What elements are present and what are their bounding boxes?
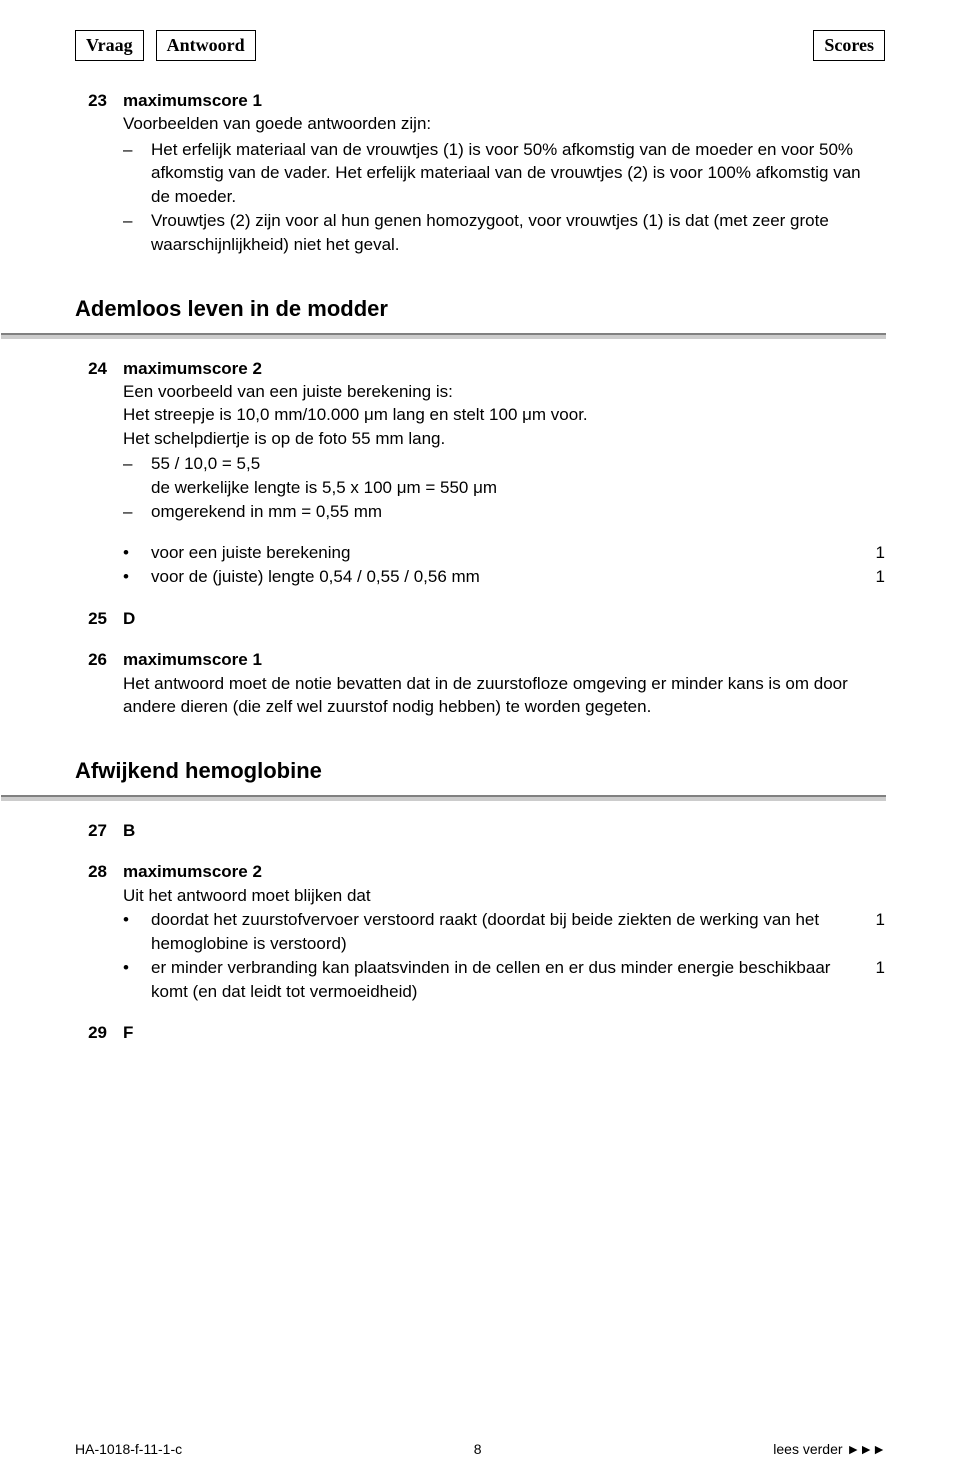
bullet-icon: • bbox=[123, 908, 151, 955]
page-content: 23 maximumscore 1 Voorbeelden van goede … bbox=[75, 89, 885, 1044]
question-body: maximumscore 1 Voorbeelden van goede ant… bbox=[123, 89, 885, 256]
max-score-label: maximumscore 2 bbox=[123, 860, 885, 883]
scoring-text: doordat het zuurstofvervoer verstoord ra… bbox=[151, 908, 865, 955]
header-scores: Scores bbox=[813, 30, 885, 61]
letter-answer: B bbox=[123, 819, 885, 842]
score-value: 1 bbox=[865, 565, 885, 588]
section-underline bbox=[1, 795, 886, 801]
question-24: 24 maximumscore 2 Een voorbeeld van een … bbox=[75, 357, 885, 589]
dash-icon: – bbox=[123, 138, 151, 208]
question-28: 28 maximumscore 2 Uit het antwoord moet … bbox=[75, 860, 885, 1003]
question-body: maximumscore 1 Het antwoord moet de noti… bbox=[123, 648, 885, 718]
score-value: 1 bbox=[865, 541, 885, 564]
answer-text: omgerekend in mm = 0,55 mm bbox=[151, 500, 885, 523]
body-text: Het schelpdiertje is op de foto 55 mm la… bbox=[123, 427, 885, 450]
question-body: maximumscore 2 Een voorbeeld van een jui… bbox=[123, 357, 885, 589]
question-number: 29 bbox=[75, 1021, 123, 1044]
calc-line: de werkelijke lengte is 5,5 x 100 μm = 5… bbox=[151, 478, 497, 497]
letter-answer: D bbox=[123, 607, 885, 630]
score-value: 1 bbox=[865, 908, 885, 955]
body-text: Een voorbeeld van een juiste berekening … bbox=[123, 380, 885, 403]
question-number: 27 bbox=[75, 819, 123, 842]
question-number: 23 bbox=[75, 89, 123, 256]
body-text: Het antwoord moet de notie bevatten dat … bbox=[123, 672, 885, 719]
section-title-hemoglobine: Afwijkend hemoglobine bbox=[75, 756, 885, 786]
section-title-ademloos: Ademloos leven in de modder bbox=[75, 294, 885, 324]
question-number: 25 bbox=[75, 607, 123, 630]
question-number: 24 bbox=[75, 357, 123, 589]
scoring-text: er minder verbranding kan plaatsvinden i… bbox=[151, 956, 865, 1003]
question-number: 26 bbox=[75, 648, 123, 718]
dash-icon: – bbox=[123, 500, 151, 523]
arrow-icon: ►►► bbox=[846, 1441, 885, 1457]
footer-right: lees verder ►►► bbox=[773, 1441, 885, 1457]
question-26: 26 maximumscore 1 Het antwoord moet de n… bbox=[75, 648, 885, 718]
bullet-icon: • bbox=[123, 565, 151, 588]
letter-answer: F bbox=[123, 1021, 885, 1044]
question-29: 29 F bbox=[75, 1021, 885, 1044]
intro-text: Uit het antwoord moet blijken dat bbox=[123, 884, 885, 907]
section-underline bbox=[1, 333, 886, 339]
question-23: 23 maximumscore 1 Voorbeelden van goede … bbox=[75, 89, 885, 256]
max-score-label: maximumscore 1 bbox=[123, 648, 885, 671]
max-score-label: maximumscore 1 bbox=[123, 89, 885, 112]
page-number: 8 bbox=[474, 1441, 482, 1457]
intro-text: Voorbeelden van goede antwoorden zijn: bbox=[123, 112, 885, 135]
bullet-icon: • bbox=[123, 541, 151, 564]
header-row: Vraag Antwoord Scores bbox=[75, 30, 885, 61]
question-27: 27 B bbox=[75, 819, 885, 842]
question-number: 28 bbox=[75, 860, 123, 1003]
header-antwoord: Antwoord bbox=[156, 30, 256, 61]
dash-icon: – bbox=[123, 452, 151, 499]
answer-text: 55 / 10,0 = 5,5 de werkelijke lengte is … bbox=[151, 452, 885, 499]
score-value: 1 bbox=[865, 956, 885, 1003]
header-vraag: Vraag bbox=[75, 30, 144, 61]
page-footer: HA-1018-f-11-1-c 8 lees verder ►►► bbox=[75, 1441, 885, 1457]
answer-text: Vrouwtjes (2) zijn voor al hun genen hom… bbox=[151, 209, 885, 256]
scoring-text: voor een juiste berekening bbox=[151, 541, 865, 564]
lees-verder-text: lees verder bbox=[773, 1441, 846, 1457]
body-text: Het streepje is 10,0 mm/10.000 μm lang e… bbox=[123, 403, 885, 426]
question-25: 25 D bbox=[75, 607, 885, 630]
footer-code: HA-1018-f-11-1-c bbox=[75, 1441, 182, 1457]
calc-line: 55 / 10,0 = 5,5 bbox=[151, 454, 260, 473]
answer-text: Het erfelijk materiaal van de vrouwtjes … bbox=[151, 138, 885, 208]
scoring-text: voor de (juiste) lengte 0,54 / 0,55 / 0,… bbox=[151, 565, 865, 588]
bullet-icon: • bbox=[123, 956, 151, 1003]
max-score-label: maximumscore 2 bbox=[123, 357, 885, 380]
dash-icon: – bbox=[123, 209, 151, 256]
question-body: maximumscore 2 Uit het antwoord moet bli… bbox=[123, 860, 885, 1003]
